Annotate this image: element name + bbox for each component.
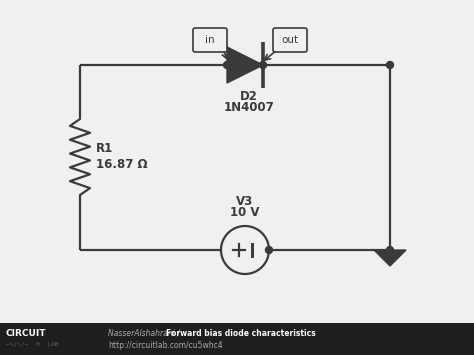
Circle shape xyxy=(386,246,393,253)
Circle shape xyxy=(386,61,393,69)
Text: CIRCUIT: CIRCUIT xyxy=(6,328,46,338)
Text: http://circuitlab.com/cu5whc4: http://circuitlab.com/cu5whc4 xyxy=(108,340,223,350)
Text: NasserAlshahrani /: NasserAlshahrani / xyxy=(108,328,182,338)
Text: in: in xyxy=(205,35,215,45)
Circle shape xyxy=(224,61,230,69)
FancyBboxPatch shape xyxy=(193,28,227,52)
FancyBboxPatch shape xyxy=(273,28,307,52)
Text: R1: R1 xyxy=(96,142,113,155)
Text: 1N4007: 1N4007 xyxy=(224,101,274,114)
Text: ~\/\/~  H  LAB: ~\/\/~ H LAB xyxy=(6,342,58,346)
Text: V3: V3 xyxy=(237,195,254,208)
Text: 10 V: 10 V xyxy=(230,206,260,219)
Circle shape xyxy=(259,61,266,69)
Text: 16.87 Ω: 16.87 Ω xyxy=(96,158,147,171)
Polygon shape xyxy=(227,47,263,83)
Text: D2: D2 xyxy=(240,90,258,103)
Text: Forward bias diode characteristics: Forward bias diode characteristics xyxy=(166,328,316,338)
Bar xyxy=(0,323,474,355)
Circle shape xyxy=(265,246,273,253)
Polygon shape xyxy=(374,250,406,266)
Text: out: out xyxy=(282,35,299,45)
